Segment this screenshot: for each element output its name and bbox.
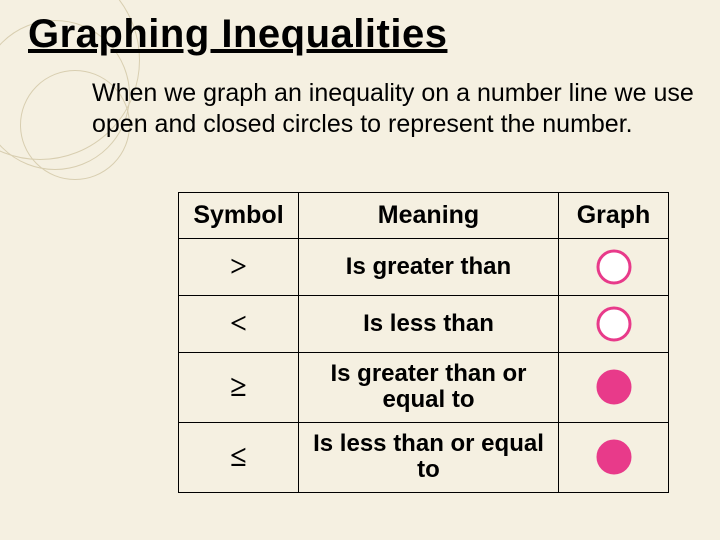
header-graph: Graph [559,193,669,239]
table-row: ≥ Is greater than or equal to [179,353,669,423]
cell-meaning: Is less than or equal to [299,422,559,492]
table-row: > Is greater than [179,239,669,296]
cell-symbol: < [179,296,299,353]
cell-graph [559,239,669,296]
table-header-row: Symbol Meaning Graph [179,193,669,239]
table-row: < Is less than [179,296,669,353]
open-circle-icon [594,247,634,287]
header-symbol: Symbol [179,193,299,239]
open-circle-icon [594,304,634,344]
page-title: Graphing Inequalities [28,12,447,57]
inequalities-table: Symbol Meaning Graph > Is greater than <… [178,192,669,493]
cell-symbol: ≤ [179,422,299,492]
cell-meaning: Is less than [299,296,559,353]
cell-symbol: > [179,239,299,296]
cell-graph [559,296,669,353]
cell-graph [559,353,669,423]
cell-meaning: Is greater than [299,239,559,296]
cell-symbol: ≥ [179,353,299,423]
cell-meaning: Is greater than or equal to [299,353,559,423]
table-row: ≤ Is less than or equal to [179,422,669,492]
cell-graph [559,422,669,492]
closed-circle-icon [594,367,634,407]
intro-text: When we graph an inequality on a number … [92,78,706,139]
header-meaning: Meaning [299,193,559,239]
closed-circle-icon [594,437,634,477]
